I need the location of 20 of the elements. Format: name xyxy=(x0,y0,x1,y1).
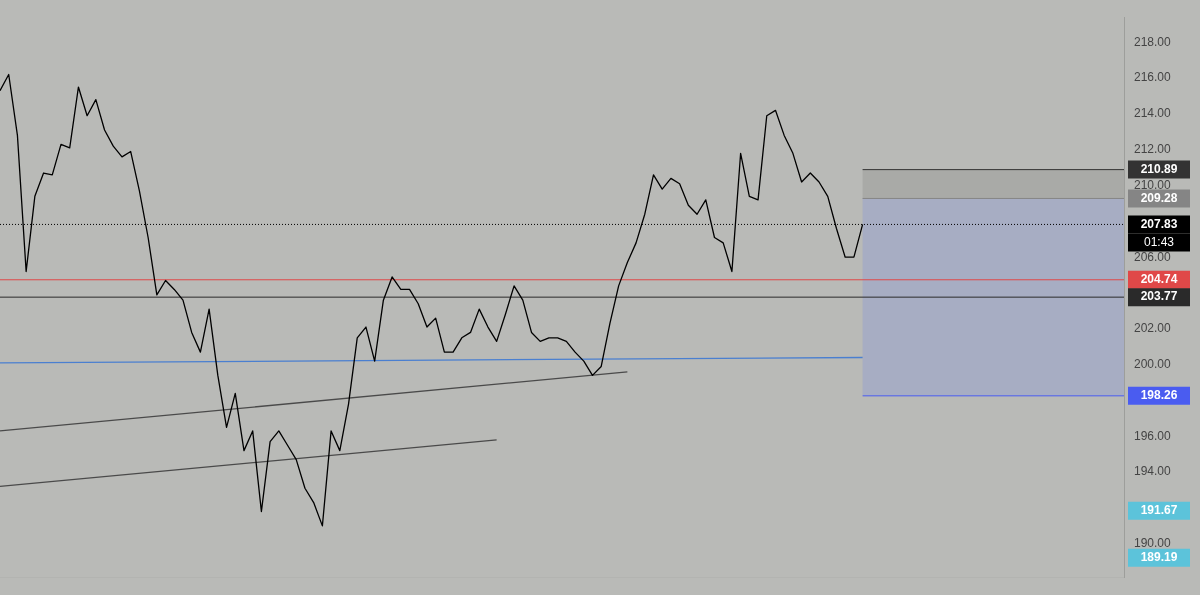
ref-line-label: 198.26 xyxy=(1140,388,1178,403)
ref-line-label: 204.74 xyxy=(1140,272,1178,287)
y-tick-label: 210.00 xyxy=(1134,177,1172,192)
ref-line-label: 207.83 xyxy=(1140,216,1178,231)
y-tick-label: 200.00 xyxy=(1134,356,1172,371)
y-tick-label: 218.00 xyxy=(1134,34,1172,49)
y-tick-label: 190.00 xyxy=(1134,536,1172,551)
y-tick-label: 206.00 xyxy=(1134,249,1172,264)
y-tick-label: 202.00 xyxy=(1134,321,1172,336)
y-tick-label: 214.00 xyxy=(1134,106,1172,121)
y-tick-label: 194.00 xyxy=(1134,464,1172,479)
ref-line-label: 210.89 xyxy=(1140,161,1178,176)
text: 01:43 xyxy=(1143,234,1175,249)
ref-line-label: 209.28 xyxy=(1140,190,1178,205)
y-tick-label: 196.00 xyxy=(1134,428,1172,443)
y-tick-label: 216.00 xyxy=(1134,70,1172,85)
ref-line-label: 203.77 xyxy=(1140,289,1178,304)
y-tick-label: 212.00 xyxy=(1134,142,1172,157)
text: 191.67 xyxy=(1140,503,1178,518)
text: 189.19 xyxy=(1140,550,1178,565)
